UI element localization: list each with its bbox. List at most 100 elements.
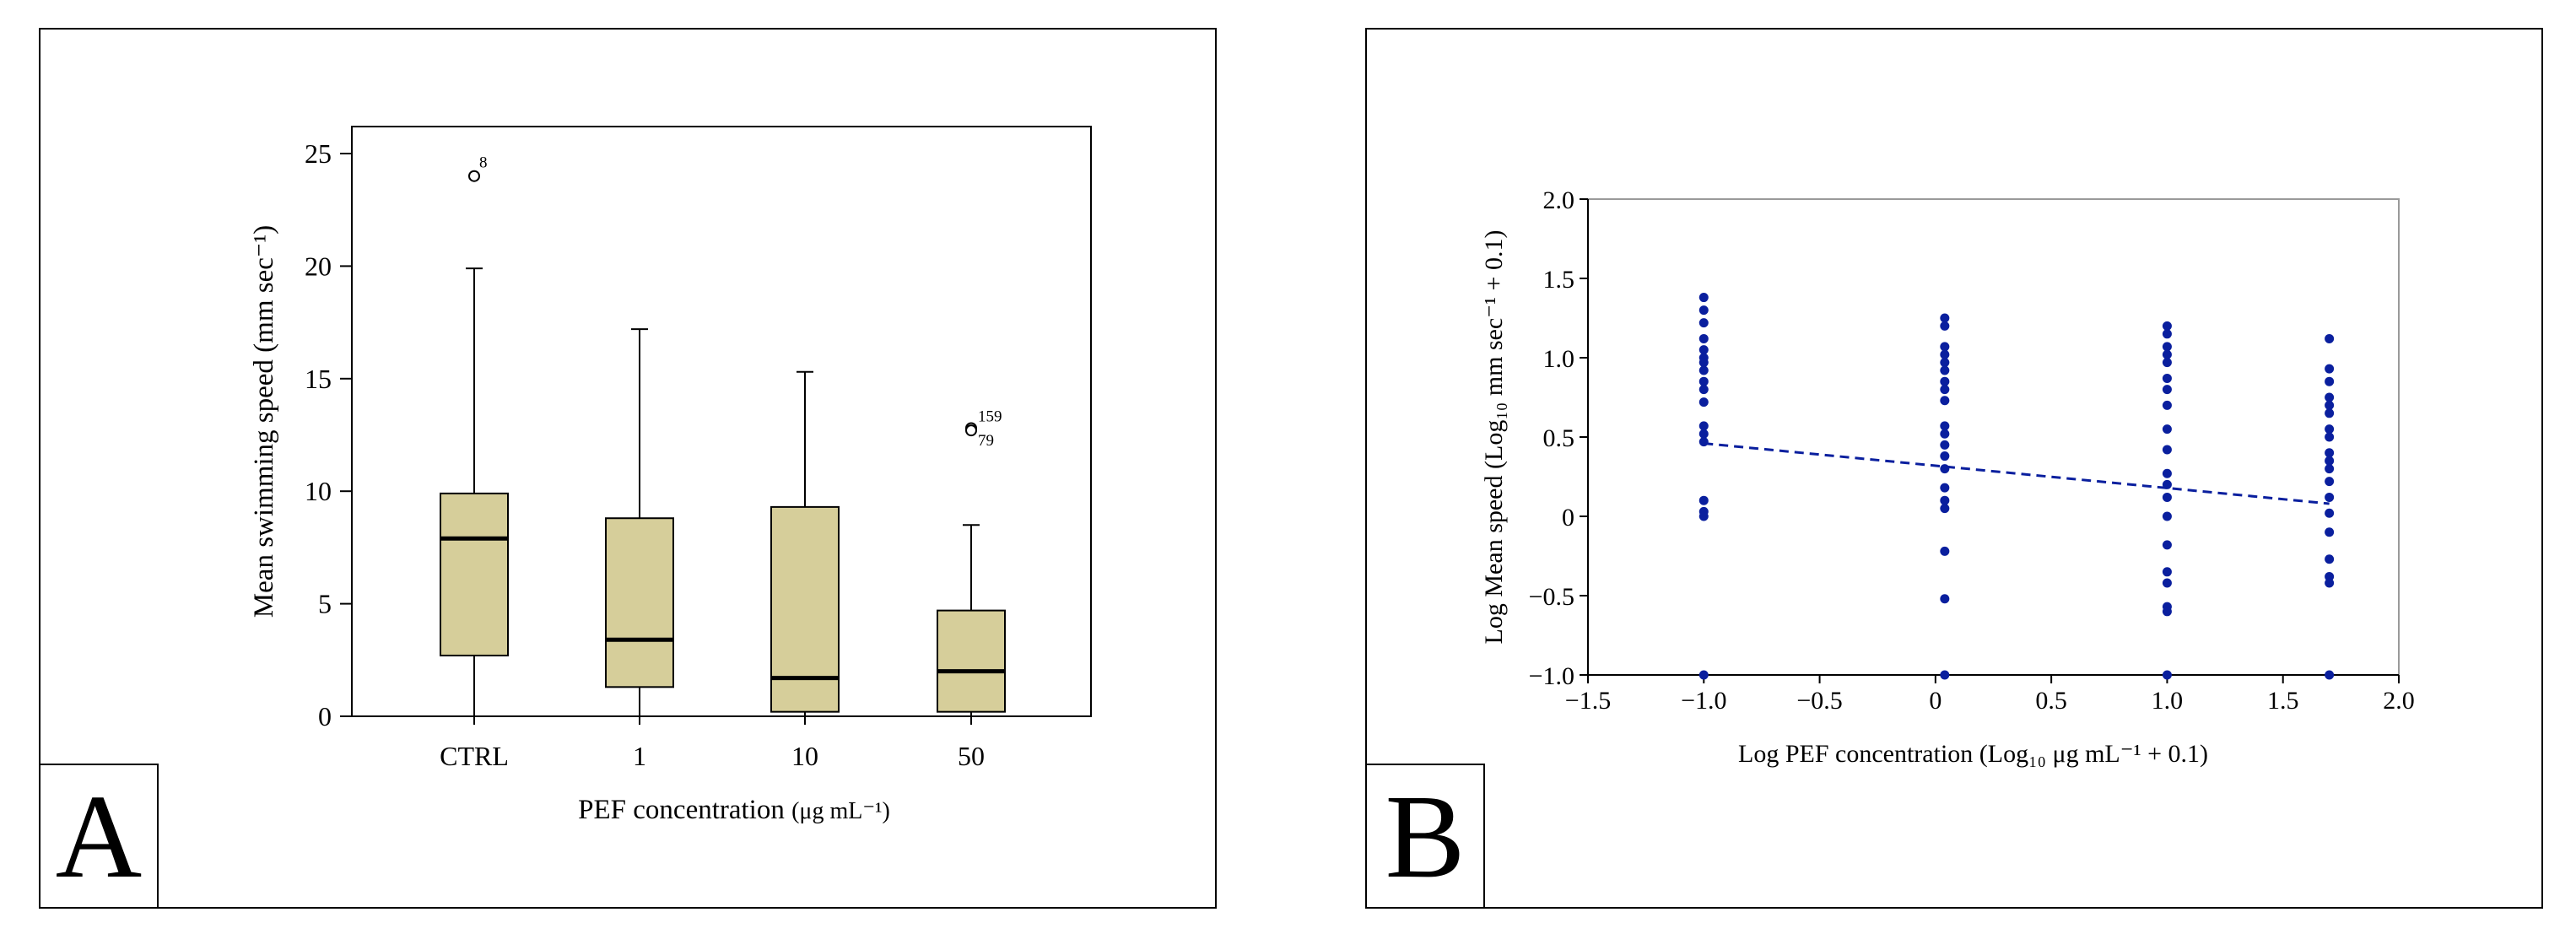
data-point <box>1698 365 1709 375</box>
data-point <box>2325 400 2335 410</box>
data-point <box>2162 349 2172 359</box>
data-point <box>2162 567 2172 577</box>
data-point <box>2325 456 2335 466</box>
panel-b-label: B <box>1385 769 1466 903</box>
panel-a-label: A <box>55 769 143 903</box>
data-point <box>2162 492 2172 502</box>
data-point <box>2162 445 2172 455</box>
outlier-label: 8 <box>479 154 488 172</box>
x-axis-label-text: PEF concentration <box>578 795 791 825</box>
y-tick-label: 1.5 <box>1543 266 1575 294</box>
data-point <box>2325 448 2335 458</box>
x-axis-label: PEF concentration (μg mL⁻¹) <box>578 795 890 825</box>
y-tick-label: 10 <box>305 476 332 506</box>
panel-b-label-box: B <box>1365 764 1485 909</box>
data-point <box>2162 578 2172 588</box>
data-point <box>2325 477 2335 487</box>
y-tick-label: 20 <box>305 251 332 281</box>
data-point <box>1940 440 1950 450</box>
data-point <box>2325 670 2335 680</box>
x-tick-label: 1.0 <box>2152 687 2184 715</box>
data-point <box>2325 392 2335 402</box>
data-point <box>2325 333 2335 343</box>
x-tick-label: CTRL <box>440 741 509 771</box>
y-tick-label: 15 <box>305 364 332 394</box>
y-tick-label: 25 <box>305 138 332 169</box>
data-point <box>1940 376 1950 386</box>
panel-b: −1.0 −0.5 0 0.5 1.0 1.5 2.0 −1.5 −1.0 −0.5 0 0.5 1.0… <box>1365 28 2543 909</box>
y-tick-label: 1.0 <box>1543 345 1575 373</box>
outlier-point <box>965 424 977 437</box>
data-point <box>1698 293 1709 303</box>
x-tick-label: 1 <box>633 741 646 771</box>
data-point <box>1940 313 1950 323</box>
data-point <box>1698 421 1709 431</box>
data-point <box>2325 578 2335 588</box>
data-point <box>2162 424 2172 435</box>
data-point <box>1698 385 1709 395</box>
box-CTRL <box>440 492 509 656</box>
data-point <box>1940 365 1950 375</box>
box-10 <box>770 505 840 713</box>
data-point <box>2162 373 2172 383</box>
data-point <box>1940 594 1950 604</box>
y-tick-label: 0.5 <box>1543 424 1575 452</box>
data-point <box>2325 554 2335 564</box>
box-50 <box>937 609 1006 713</box>
data-point <box>2325 424 2335 435</box>
data-point <box>1940 358 1950 368</box>
data-point <box>2325 432 2335 442</box>
data-point <box>1940 451 1950 462</box>
scatter-chart: −1.0−0.500.51.01.52.0−1.5 −1.0 −0.5 0 0.5 1.0… <box>1480 186 2415 768</box>
data-point <box>2325 571 2335 581</box>
data-point <box>2325 527 2335 537</box>
boxplot-chart: 0 5 10 15 20 25 CTRL 1 10 50 8 159 79 Mean swimming s… <box>249 126 1092 825</box>
data-point <box>1940 504 1950 514</box>
x-axis-label-unit: (μg mL⁻¹) <box>791 798 890 824</box>
data-point <box>1698 397 1709 408</box>
data-point <box>2162 342 2172 352</box>
data-point <box>2162 358 2172 368</box>
data-point <box>2162 329 2172 339</box>
y-tick-label: 0 <box>1562 504 1574 532</box>
data-point <box>1698 511 1709 521</box>
data-point <box>1940 321 1950 331</box>
data-point <box>2162 385 2172 395</box>
y-tick-label: 5 <box>318 589 332 619</box>
data-point <box>2162 321 2172 331</box>
data-point <box>2325 464 2335 474</box>
x-tick-label: −1.5 <box>1565 687 1611 715</box>
data-point <box>1698 358 1709 368</box>
y-tick-label: 0 <box>318 701 332 731</box>
x-tick-label: 0 <box>1929 687 1941 715</box>
data-point <box>1940 429 1950 439</box>
data-point <box>1698 305 1709 316</box>
data-point <box>2325 364 2335 374</box>
x-tick-label: −1.0 <box>1681 687 1726 715</box>
data-point <box>1940 464 1950 474</box>
y-tick-label: −1.0 <box>1529 662 1574 690</box>
panel-a: 0 5 10 15 20 25 CTRL 1 10 50 8 159 79 Mean swimming s… <box>39 28 1217 909</box>
panel-a-label-box: A <box>39 764 159 909</box>
y-axis-label: Log Mean speed (Log₁₀ mm sec⁻¹ + 0.1) <box>1480 230 1508 645</box>
data-point <box>1940 342 1950 352</box>
data-point <box>2162 607 2172 617</box>
data-point <box>1698 376 1709 386</box>
data-point <box>1698 318 1709 328</box>
data-point <box>1698 437 1709 447</box>
box-1 <box>605 517 674 688</box>
y-tick-label: −0.5 <box>1529 583 1574 611</box>
x-tick-label: 1.5 <box>2267 687 2299 715</box>
x-tick-label: 10 <box>791 741 818 771</box>
data-point <box>2162 540 2172 550</box>
outlier-label: 79 <box>978 432 994 450</box>
data-point <box>1940 495 1950 505</box>
data-point <box>1940 385 1950 395</box>
data-point <box>2325 376 2335 386</box>
x-tick-label: 2.0 <box>2383 687 2415 715</box>
data-point <box>1698 495 1709 505</box>
data-point <box>1940 546 1950 556</box>
outlier-point <box>468 170 480 182</box>
data-point <box>1698 670 1709 680</box>
data-point <box>2162 511 2172 521</box>
